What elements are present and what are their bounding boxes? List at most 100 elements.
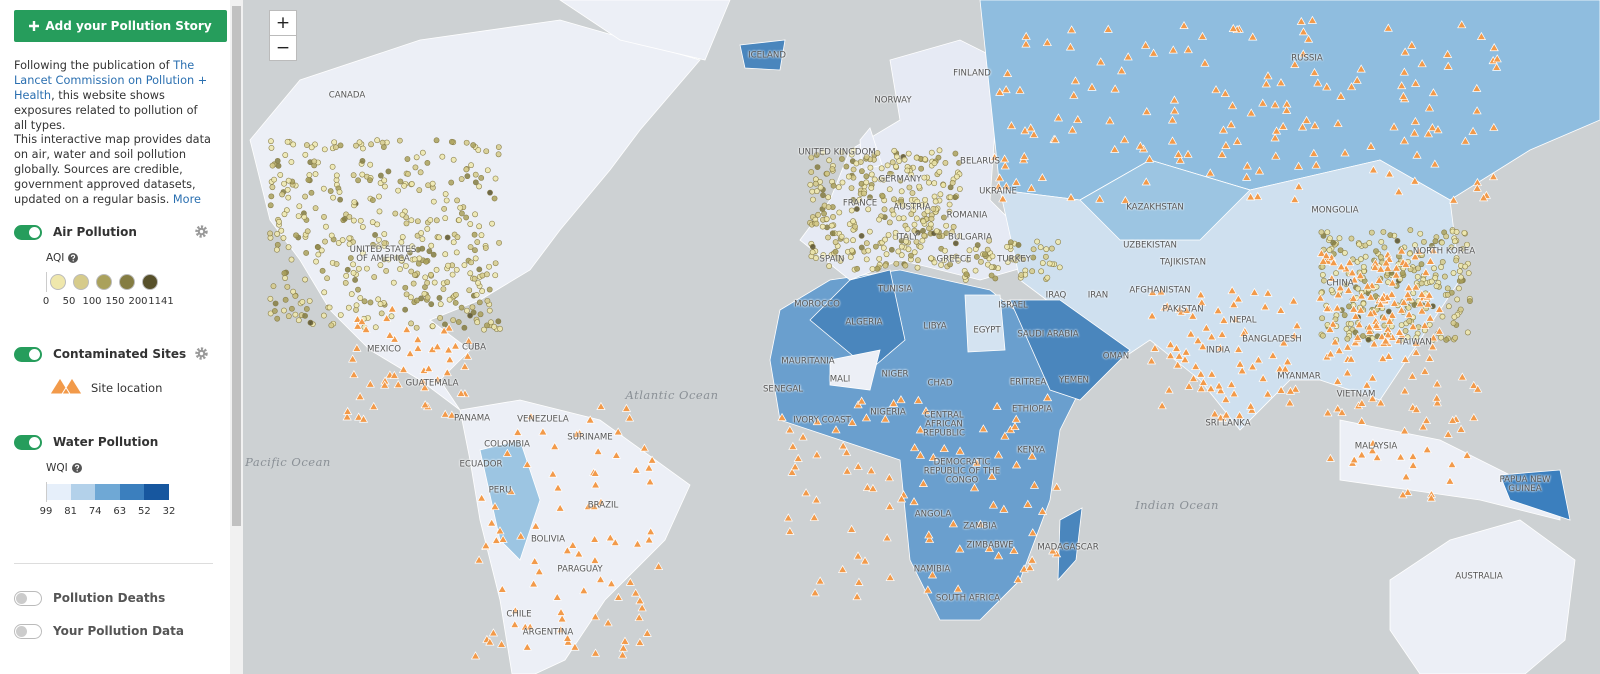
- air-station: [285, 244, 292, 251]
- country-label: INDIA: [1206, 345, 1230, 356]
- layer-toggle[interactable]: [14, 224, 42, 240]
- air-station: [1343, 281, 1350, 288]
- contaminated-site: [1343, 342, 1353, 351]
- air-station: [1030, 246, 1037, 253]
- contaminated-site: [1275, 364, 1285, 373]
- scroll-thumb[interactable]: [232, 6, 241, 526]
- contaminated-site: [972, 458, 982, 467]
- layer-toggle[interactable]: [14, 623, 42, 639]
- contaminated-site: [1333, 404, 1343, 413]
- contaminated-site: [1411, 282, 1421, 291]
- contaminated-site: [993, 551, 1004, 560]
- air-station: [893, 163, 899, 170]
- contaminated-site: [413, 343, 423, 352]
- air-station: [956, 233, 963, 240]
- air-station: [865, 206, 872, 213]
- scrollbar[interactable]: [230, 0, 243, 674]
- layer-toggle[interactable]: [14, 590, 42, 606]
- contaminated-site: [1173, 149, 1184, 158]
- contaminated-site: [352, 343, 362, 352]
- info-icon[interactable]: [71, 463, 82, 473]
- contaminated-site: [1103, 24, 1113, 33]
- contaminated-site: [1247, 405, 1257, 414]
- contaminated-site: [1285, 386, 1296, 395]
- air-station: [825, 204, 832, 211]
- country-label: MALAYSIA: [1354, 441, 1398, 452]
- air-station: [413, 324, 420, 331]
- contaminated-site: [1167, 115, 1178, 124]
- contaminated-site: [1430, 159, 1440, 168]
- zoom-out[interactable]: −: [269, 35, 297, 61]
- air-station: [826, 157, 833, 164]
- air-station: [495, 144, 502, 151]
- air-station: [374, 137, 381, 144]
- contaminated-site: [1425, 353, 1435, 362]
- air-station: [426, 248, 433, 255]
- contaminated-site: [620, 636, 630, 645]
- air-station: [1343, 326, 1350, 332]
- info-icon[interactable]: [68, 253, 79, 263]
- country-label: TURKEY: [997, 254, 1031, 265]
- contaminated-site: [1292, 320, 1302, 330]
- air-station: [1337, 247, 1344, 254]
- air-station: [437, 315, 443, 321]
- air-station: [914, 229, 921, 236]
- air-station: [285, 194, 292, 201]
- contaminated-site: [1384, 351, 1394, 360]
- air-station: [890, 211, 897, 218]
- air-station: [824, 170, 831, 177]
- zoom-in[interactable]: +: [269, 10, 297, 36]
- contaminated-site: [987, 471, 997, 480]
- contaminated-site: [798, 432, 808, 441]
- settings-icon[interactable]: [194, 224, 209, 243]
- contaminated-site: [1489, 122, 1499, 131]
- air-station: [863, 179, 870, 186]
- contaminated-site: [1378, 353, 1388, 362]
- contaminated-site: [1423, 129, 1434, 138]
- layer-toggle[interactable]: [14, 434, 42, 450]
- air-station: [484, 322, 490, 329]
- air-station: [442, 321, 448, 328]
- air-station: [427, 217, 434, 223]
- contaminated-site: [1387, 278, 1398, 287]
- air-station: [1038, 268, 1045, 275]
- contaminated-site: [1019, 151, 1029, 160]
- contaminated-site: [910, 443, 920, 452]
- air-station: [1432, 238, 1439, 245]
- more-link[interactable]: More: [172, 193, 201, 206]
- air-station: [436, 234, 442, 241]
- air-station: [883, 251, 890, 258]
- air-station: [1046, 260, 1053, 267]
- air-station: [357, 217, 364, 224]
- air-station: [1368, 229, 1375, 236]
- contaminated-site: [1368, 438, 1378, 447]
- air-station: [1030, 254, 1037, 261]
- air-station: [1461, 229, 1468, 236]
- contaminated-site: [994, 173, 1005, 182]
- contaminated-site: [854, 577, 864, 586]
- contaminated-site: [1445, 476, 1455, 485]
- contaminated-site: [1367, 393, 1378, 403]
- air-station: [932, 198, 939, 205]
- air-station: [854, 265, 860, 272]
- air-station: [428, 242, 435, 249]
- air-station: [942, 160, 949, 166]
- air-station: [830, 182, 837, 189]
- add-story-button[interactable]: Add your Pollution Story: [14, 10, 227, 42]
- air-station: [1428, 278, 1435, 285]
- air-station: [820, 252, 827, 258]
- lancet-link[interactable]: The Lancet Commission on Pollution + Hea…: [14, 59, 208, 102]
- contaminated-site: [1309, 67, 1320, 76]
- air-station: [421, 290, 428, 297]
- layer-toggle[interactable]: [14, 346, 42, 362]
- contaminated-site: [1000, 154, 1010, 163]
- contaminated-site: [1221, 140, 1231, 149]
- settings-icon[interactable]: [194, 346, 209, 365]
- air-station: [303, 142, 310, 148]
- air-station: [419, 245, 426, 252]
- air-station: [809, 249, 816, 256]
- air-station: [331, 139, 338, 146]
- legend-label: 63: [113, 506, 127, 517]
- contaminated-site: [1357, 416, 1367, 425]
- map[interactable]: CANADA UNITED STATES OF AMERICA MEXICO CUBA…: [243, 0, 1600, 674]
